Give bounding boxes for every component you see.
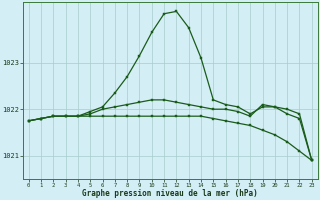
X-axis label: Graphe pression niveau de la mer (hPa): Graphe pression niveau de la mer (hPa) [82,189,258,198]
